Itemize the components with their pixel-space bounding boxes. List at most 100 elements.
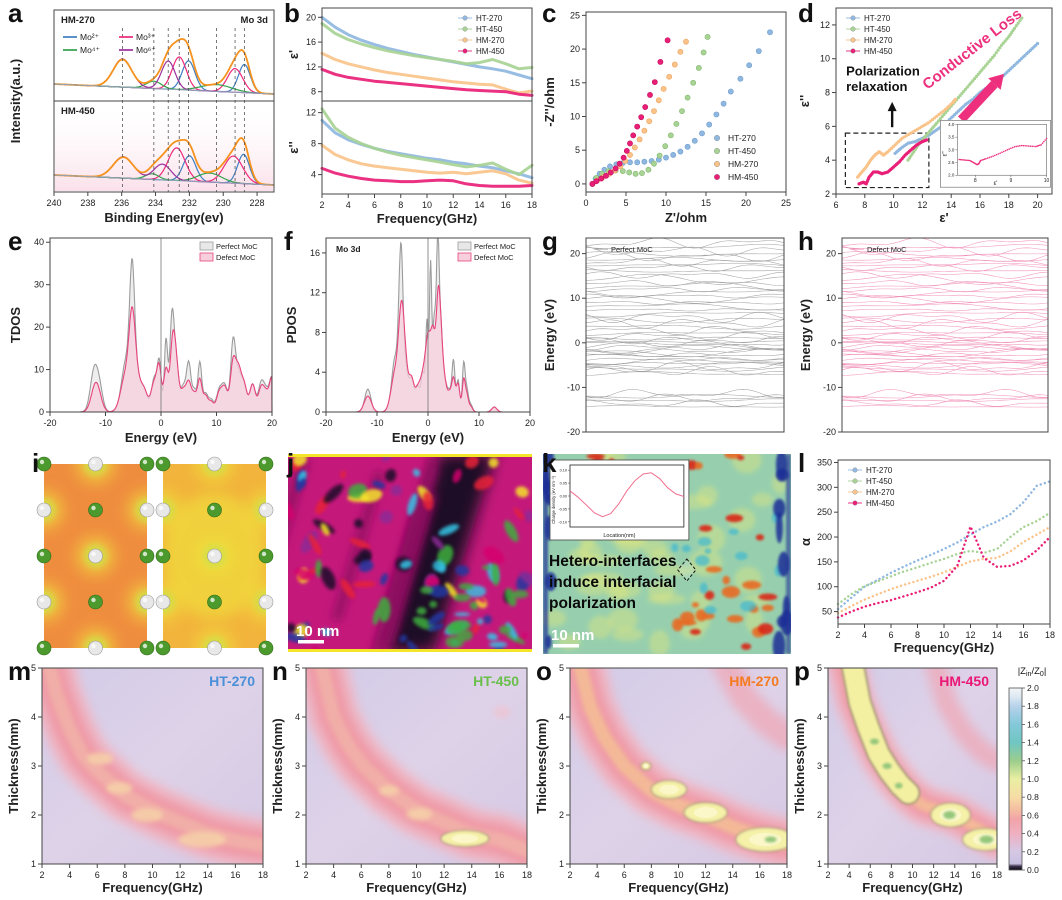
svg-text:230: 230: [216, 198, 231, 208]
svg-text:8: 8: [974, 178, 977, 184]
panel-letter-p: p: [794, 656, 810, 686]
svg-text:10: 10: [826, 293, 836, 303]
svg-text:1: 1: [31, 859, 36, 869]
svg-text:20: 20: [741, 198, 751, 208]
svg-text:HM-450: HM-450: [61, 106, 95, 117]
svg-text:18: 18: [782, 870, 792, 880]
svg-text:4: 4: [311, 170, 316, 180]
svg-text:10 nm: 10 nm: [551, 627, 594, 644]
svg-text:8: 8: [386, 870, 391, 880]
svg-text:12: 12: [929, 870, 939, 880]
svg-text:40: 40: [34, 237, 44, 247]
svg-text:0: 0: [575, 338, 580, 348]
svg-text:|Zin/Z0|: |Zin/Z0|: [1018, 666, 1047, 678]
charge-density-map: 0.10 0.05 0.00 -0.05 -0.10 Location(nm) Charge…: [543, 454, 791, 654]
svg-text:8: 8: [315, 327, 320, 337]
svg-text:228: 228: [250, 198, 265, 208]
contour-map: 2 4 6 8 10 12 14 16 1812345Frequency(GHz)Thickne…: [6, 663, 268, 895]
chart-colorbar: 0.0 0.2 0.4 0.6 0.8 1.0 1.2 1.4 1.6 1.8 2.0 |Zin/Z0…: [1004, 660, 1060, 898]
svg-text:8: 8: [889, 870, 894, 880]
contour-map: 2 4 6 8 10 12 14 16 1812345Frequency(GHz)Thickne…: [534, 663, 792, 895]
svg-text:10: 10: [1044, 178, 1050, 184]
svg-text:12: 12: [306, 108, 316, 118]
svg-text:234: 234: [148, 198, 163, 208]
svg-text:Defect MoC: Defect MoC: [867, 245, 907, 254]
svg-text:Frequency(GHz): Frequency(GHz): [366, 880, 466, 895]
svg-text:Perfect MoC: Perfect MoC: [611, 245, 653, 254]
svg-text:2: 2: [825, 870, 830, 880]
svg-text:HT-450: HT-450: [728, 146, 756, 156]
chart-e: -20 -10 0 10 20 0 10 20 30 40 Energy (eV) TDOS Perfe…: [6, 230, 280, 448]
svg-text:HM-450: HM-450: [728, 172, 759, 182]
panel-letter-g: g: [542, 226, 558, 256]
panel-o: o 2 4 6 8 10 12 14 16 18 1 2 3 4 5 Frequency(GHz) Thickn…: [534, 658, 792, 898]
chart-l: 2 4 6 8 10 12 14 16 18 50 100 150 200 250 300 350 Freque…: [796, 452, 1058, 658]
svg-text:Frequency(GHz): Frequency(GHz): [628, 880, 728, 895]
svg-text:3.5: 3.5: [948, 135, 955, 140]
svg-text:4: 4: [346, 200, 351, 210]
tem-image: 10 nm: [288, 454, 532, 652]
svg-text:1: 1: [559, 859, 564, 869]
svg-text:10: 10: [147, 870, 157, 880]
svg-text:ε'': ε'': [797, 95, 812, 107]
svg-text:236: 236: [114, 198, 129, 208]
svg-text:4.0: 4.0: [948, 122, 955, 127]
svg-text:HM-270: HM-270: [728, 159, 759, 169]
svg-text:Frequency(GHz): Frequency(GHz): [862, 880, 962, 895]
svg-text:10: 10: [211, 418, 221, 428]
svg-text:polarization: polarization: [549, 595, 636, 612]
contour-map: 2 4 6 8 10 12 14 16 1812345Frequency(GHz)Thickne…: [792, 663, 1002, 895]
svg-text:240: 240: [46, 198, 61, 208]
svg-text:HT-270: HT-270: [209, 673, 255, 689]
svg-text:ε': ε': [286, 50, 301, 59]
svg-text:18: 18: [522, 870, 532, 880]
svg-text:16: 16: [975, 200, 985, 210]
svg-text:Hetero-interfaces: Hetero-interfaces: [549, 553, 677, 570]
svg-text:-10: -10: [567, 382, 580, 392]
panel-letter-m: m: [8, 656, 32, 686]
svg-text:16: 16: [501, 200, 511, 210]
svg-text:HT-270: HT-270: [728, 133, 756, 143]
svg-text:14: 14: [728, 870, 738, 880]
dos-chart: -20 -10 0 10 20 0 4 8 12 16 Energy (eV) PDOS Mo 3d Pe…: [284, 237, 535, 445]
chart-i: [30, 452, 280, 658]
svg-text:4: 4: [559, 712, 564, 722]
svg-text:Perfect MoC: Perfect MoC: [474, 242, 516, 251]
svg-text:14: 14: [992, 630, 1002, 640]
svg-text:3: 3: [295, 761, 300, 771]
panel-n: n 2 4 6 8 10 12 14 16 18 1 2 3 4 5 Frequency(GHz) Thickn…: [270, 656, 532, 898]
svg-text:8: 8: [398, 200, 403, 210]
svg-text:4: 4: [315, 367, 320, 377]
svg-text:15: 15: [570, 78, 580, 88]
svg-text:5: 5: [559, 663, 564, 673]
svg-text:PDOS: PDOS: [284, 306, 299, 343]
svg-text:2: 2: [303, 870, 308, 880]
svg-text:-20: -20: [319, 418, 332, 428]
panel-letter-j: j: [287, 448, 295, 478]
svg-text:12: 12: [175, 870, 185, 880]
svg-text:1.2: 1.2: [1027, 756, 1039, 766]
svg-text:2: 2: [559, 810, 564, 820]
svg-text:8: 8: [649, 870, 654, 880]
panel-i: i: [30, 450, 280, 658]
svg-text:Defect MoC: Defect MoC: [474, 253, 514, 262]
alpha-chart: 2 4 6 8 10 12 14 16 18 50 100 150 200 250 300 350 Freque…: [798, 457, 1055, 655]
panel-letter-n: n: [272, 656, 288, 686]
crystal-figure: [36, 456, 274, 656]
svg-text:10: 10: [673, 870, 683, 880]
panel-letter-l: l: [798, 448, 806, 478]
svg-text:0: 0: [425, 418, 430, 428]
svg-text:250: 250: [817, 507, 832, 517]
svg-text:HT-270: HT-270: [864, 14, 891, 23]
svg-text:4: 4: [825, 155, 830, 165]
svg-text:3.0: 3.0: [948, 147, 955, 152]
svg-text:6: 6: [888, 630, 893, 640]
svg-text:induce interfacial: induce interfacial: [549, 574, 676, 591]
svg-text:4: 4: [331, 870, 336, 880]
svg-text:14: 14: [950, 870, 960, 880]
panel-letter-e: e: [8, 226, 23, 256]
svg-text:1: 1: [295, 859, 300, 869]
svg-text:8: 8: [825, 88, 830, 98]
svg-text:15: 15: [701, 198, 711, 208]
